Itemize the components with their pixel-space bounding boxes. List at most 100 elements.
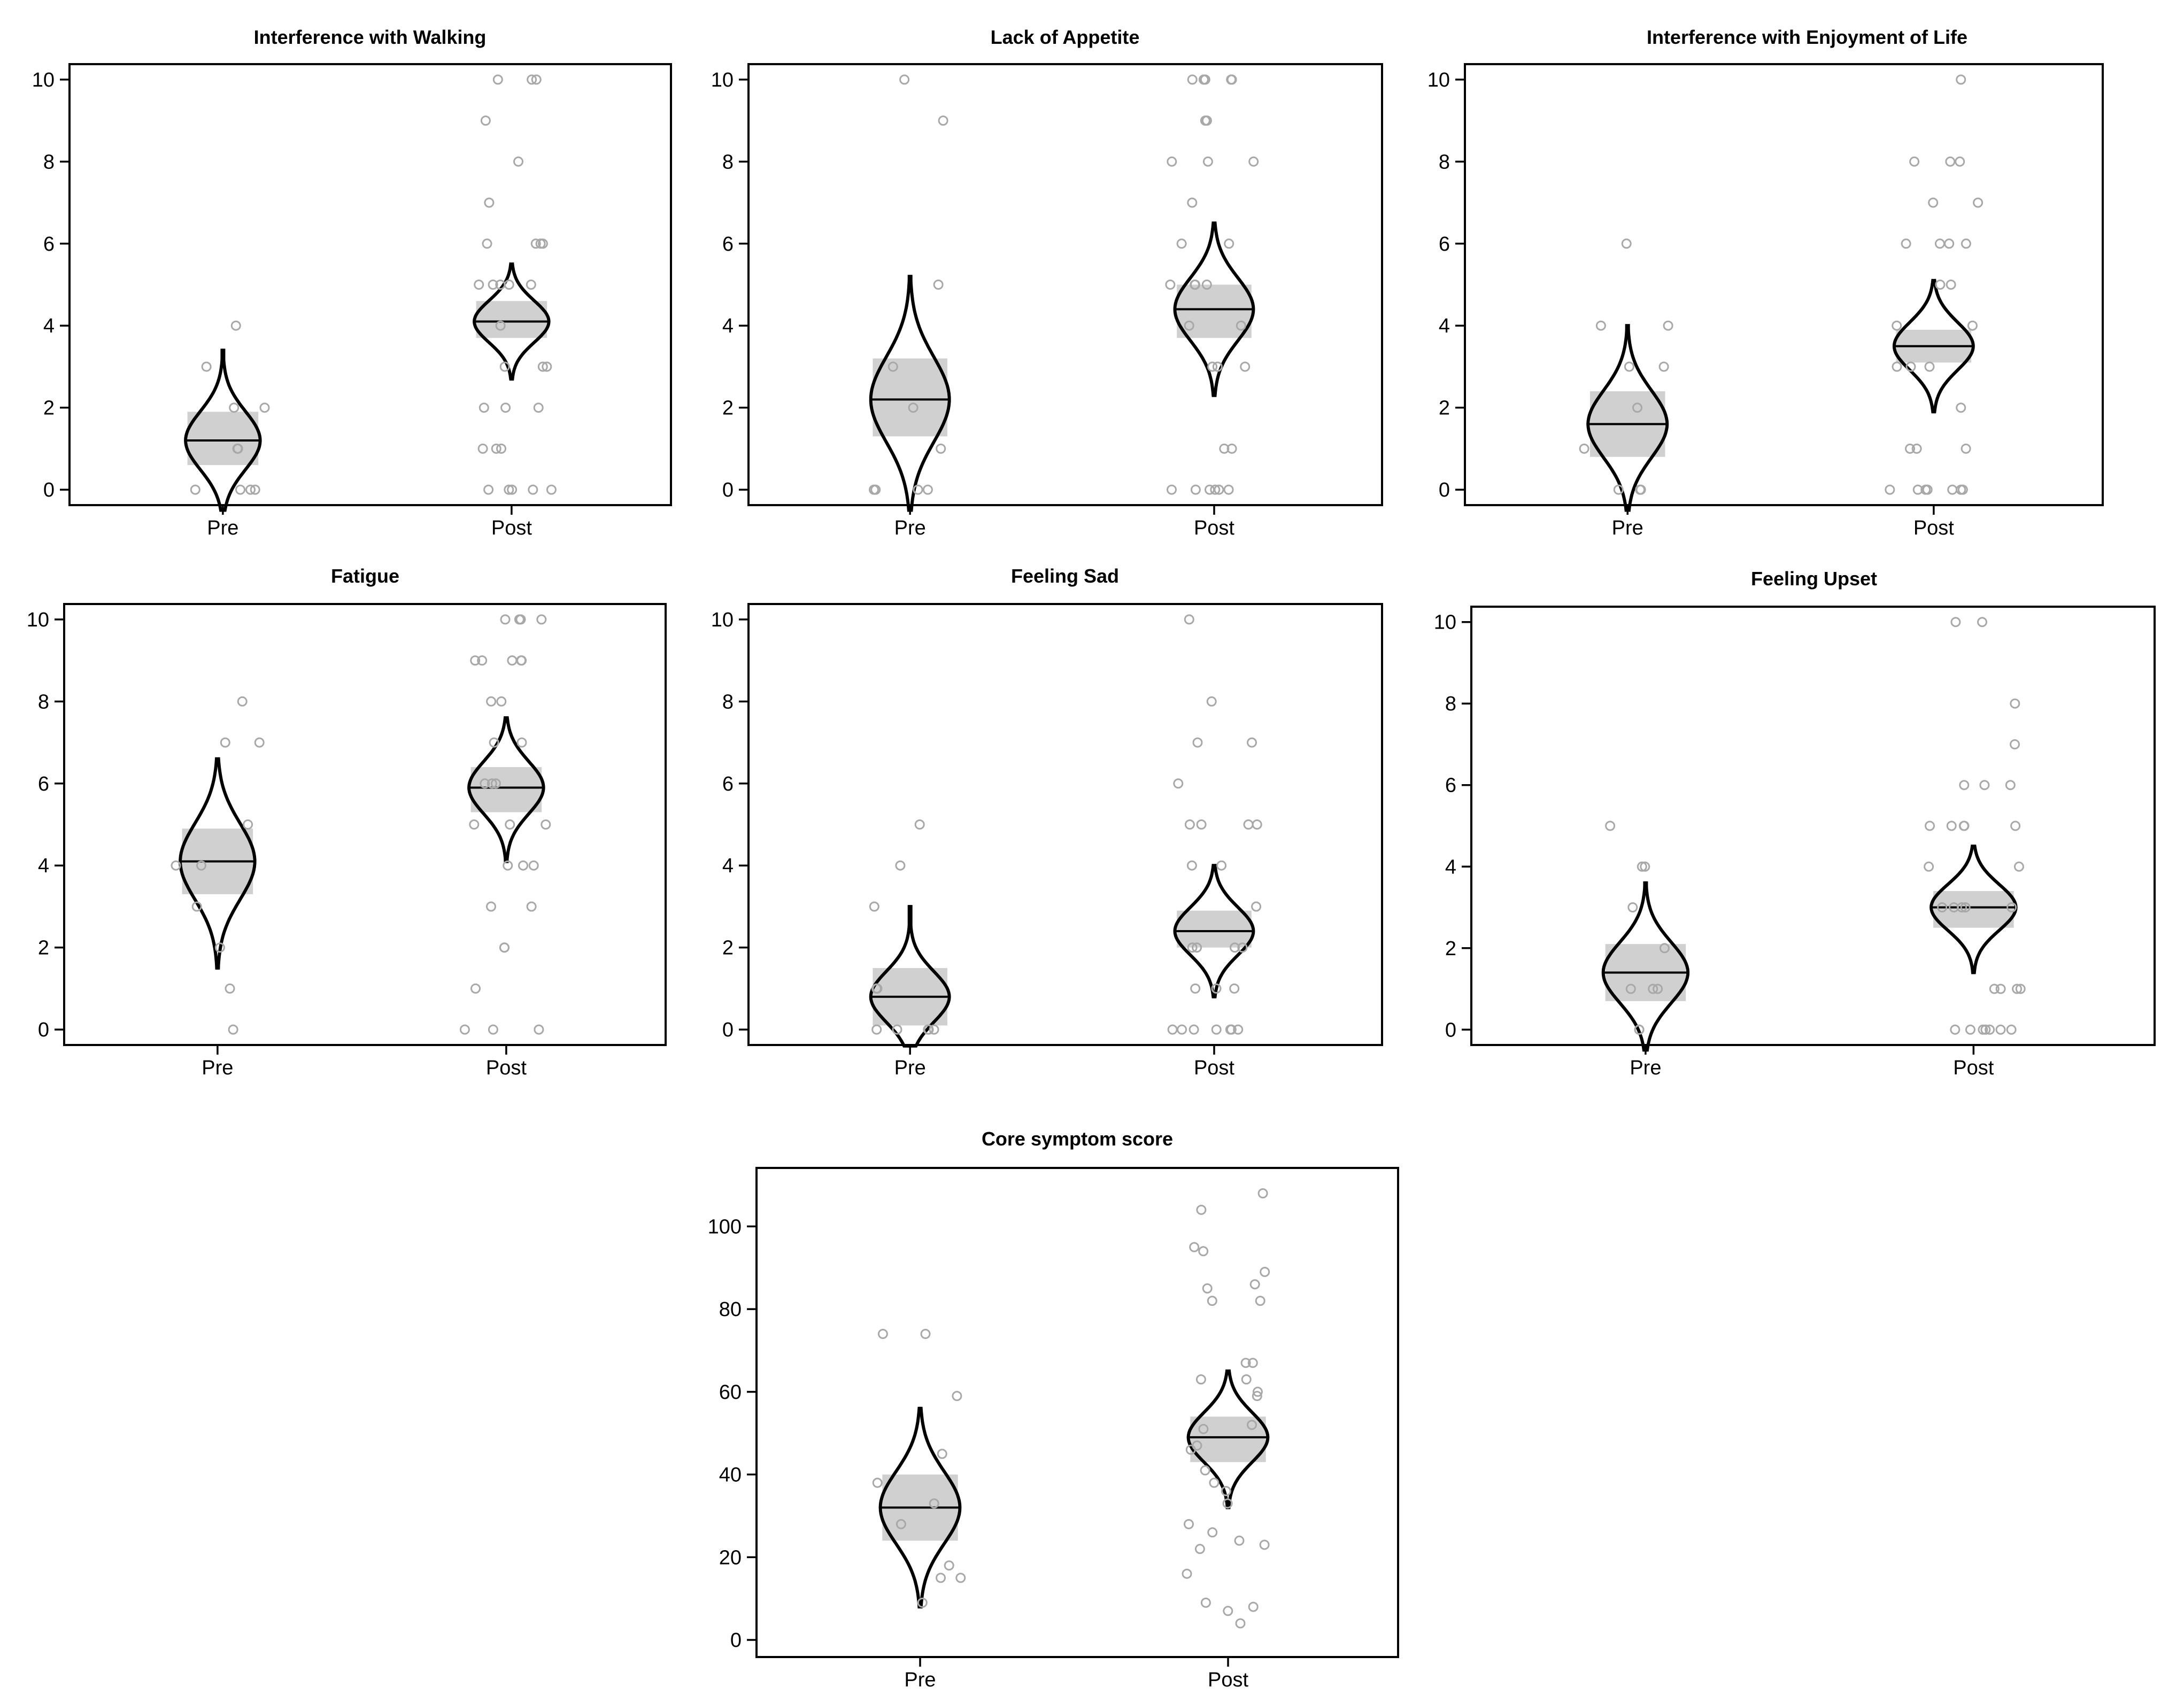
data-point: [1251, 901, 1262, 912]
data-point: [254, 737, 265, 748]
y-tick-label: 6: [722, 233, 734, 256]
data-point: [492, 74, 503, 85]
data-point: [1212, 361, 1223, 372]
plot-frame: [63, 603, 667, 1046]
confidence-band: [470, 767, 542, 812]
panel-title: Lack of Appetite: [991, 26, 1140, 48]
data-point: [533, 402, 544, 413]
data-point: [479, 402, 489, 413]
data-point: [1192, 942, 1202, 953]
data-point: [914, 819, 925, 830]
data-point: [214, 942, 225, 953]
data-point: [1206, 696, 1217, 707]
data-point: [1176, 238, 1187, 249]
y-tick-label: 6: [1445, 775, 1456, 797]
data-point: [1905, 361, 1916, 372]
x-tick-label: Pre: [1630, 1057, 1661, 1079]
data-point: [1226, 443, 1237, 454]
data-point: [1224, 238, 1234, 249]
data-point: [514, 614, 524, 625]
data-point: [1207, 1527, 1218, 1538]
data-point: [908, 402, 919, 413]
data-point: [1189, 1242, 1200, 1252]
data-point: [1892, 320, 1902, 331]
data-point: [1640, 861, 1650, 872]
y-tick-label: 8: [43, 151, 55, 173]
panel-title: Feeling Upset: [1751, 568, 1877, 590]
data-point: [243, 819, 253, 830]
data-point: [913, 484, 923, 495]
y-tick-label: 0: [722, 479, 734, 501]
data-point: [1184, 819, 1195, 830]
data-point: [938, 115, 948, 126]
y-tick-label: 0: [1445, 1019, 1456, 1041]
y-tick-label: 2: [1445, 938, 1456, 960]
data-point: [1950, 1024, 1961, 1035]
violin-shape: [869, 904, 951, 1048]
data-point: [1922, 484, 1933, 495]
data-point: [1924, 361, 1935, 372]
data-point: [470, 983, 481, 994]
data-point: [1207, 361, 1218, 372]
data-point: [503, 860, 513, 871]
data-point: [1248, 156, 1259, 167]
data-point: [1187, 197, 1198, 208]
data-point: [171, 860, 181, 871]
y-tick-label: 4: [38, 855, 49, 877]
data-point: [1205, 484, 1215, 495]
data-point: [1980, 1024, 1991, 1035]
data-point: [1632, 402, 1642, 413]
panel-title: Fatigue: [331, 565, 399, 587]
violin-shape: [1173, 864, 1255, 998]
data-point: [491, 443, 501, 454]
x-tick-label: Post: [1953, 1057, 1994, 1079]
y-tick-label: 10: [711, 69, 734, 91]
data-point: [1190, 280, 1200, 290]
data-point: [480, 115, 491, 126]
data-point: [1637, 861, 1647, 872]
panel-title: Feeling Sad: [1011, 565, 1119, 587]
data-point: [1956, 402, 1966, 413]
data-point: [1958, 820, 1969, 831]
data-point: [1229, 983, 1240, 994]
data-point: [922, 484, 933, 495]
data-point: [513, 156, 523, 167]
violin-panel: Lack of Appetite 0 2 4 6 8 10 Pre Post: [711, 26, 1383, 539]
data-point: [1995, 1024, 2006, 1035]
data-point: [937, 1449, 947, 1459]
y-tick-label: 0: [43, 479, 55, 501]
data-point: [507, 655, 518, 666]
panel-title: Core symptom score: [982, 1128, 1173, 1150]
data-point: [871, 983, 882, 994]
data-point: [1949, 902, 1959, 912]
data-point: [1255, 1296, 1265, 1306]
data-point: [1223, 484, 1234, 495]
y-tick-label: 6: [722, 773, 734, 795]
y-tick-label: 6: [1439, 233, 1450, 256]
data-point: [1226, 74, 1237, 85]
data-point: [2005, 780, 2016, 791]
x-tick-label: Post: [486, 1057, 527, 1079]
plot-frame: [747, 603, 1383, 1046]
data-point: [1960, 902, 1971, 912]
data-point: [1182, 1568, 1192, 1579]
data-point: [1200, 1597, 1211, 1608]
data-point: [1167, 484, 1177, 495]
data-point: [1892, 361, 1902, 372]
data-point: [1241, 1374, 1252, 1385]
data-point: [955, 1573, 966, 1583]
data-point: [516, 737, 527, 748]
data-point: [1198, 74, 1209, 85]
data-point: [486, 901, 496, 912]
data-point: [1196, 1204, 1207, 1215]
data-point: [496, 696, 507, 707]
data-point: [1595, 320, 1606, 331]
data-point: [952, 1391, 962, 1402]
data-point: [487, 778, 497, 789]
y-tick-label: 0: [722, 1019, 734, 1041]
data-point: [1184, 614, 1194, 625]
data-point: [500, 614, 511, 625]
y-tick-label: 8: [1439, 151, 1450, 173]
data-point: [527, 74, 537, 85]
data-point: [228, 1024, 238, 1035]
